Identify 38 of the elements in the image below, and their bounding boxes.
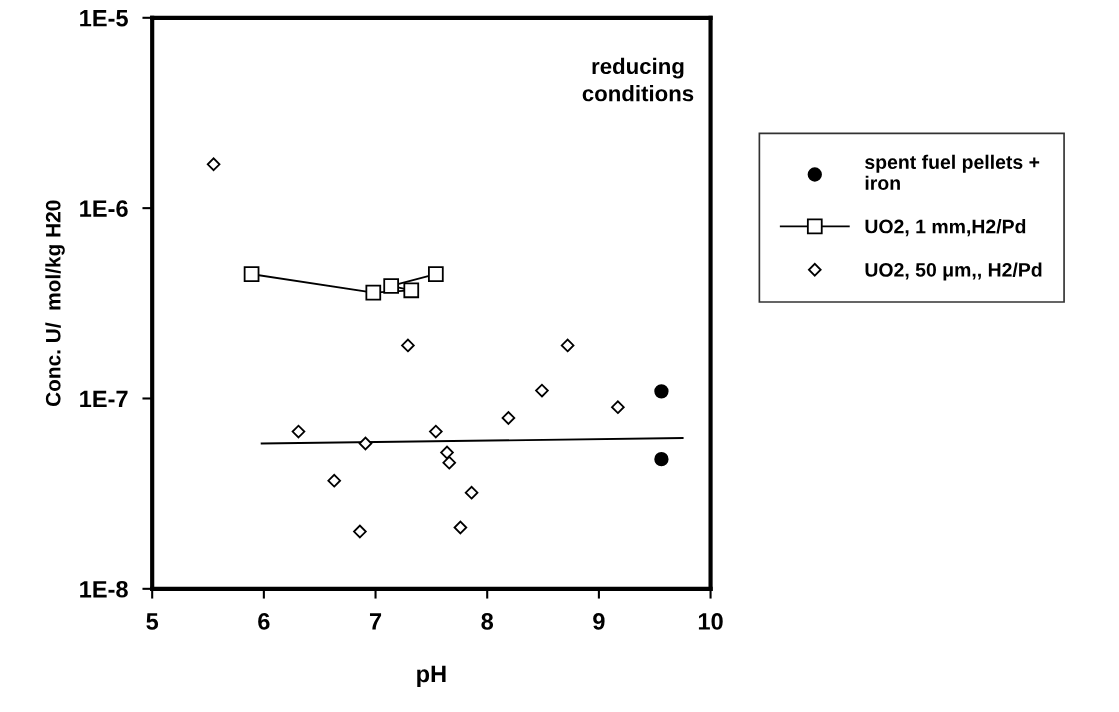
point	[206, 157, 221, 172]
point	[464, 485, 479, 500]
x-tick-label: 5	[146, 613, 159, 630]
point	[327, 473, 342, 488]
point	[535, 383, 549, 398]
y-tick-label: 1E-7	[80, 390, 128, 408]
point	[353, 524, 367, 539]
x-tick-label: 9	[593, 613, 605, 630]
x-tick-label: 6	[258, 613, 270, 630]
point	[383, 278, 400, 294]
point	[501, 411, 516, 425]
point	[358, 436, 373, 451]
point	[365, 284, 382, 301]
legend-label: UO2, 1 mm,H2/Pd	[865, 219, 1026, 237]
y-tick-label: 1E-6	[80, 200, 128, 217]
y-axis-title: Conc. U/ mol/kg H20	[45, 200, 65, 407]
point	[401, 338, 415, 353]
point	[453, 520, 468, 535]
point	[442, 455, 457, 470]
legend-label: spent fuel pellets + iron	[865, 154, 1040, 190]
point	[654, 452, 669, 467]
point	[243, 266, 260, 282]
point	[440, 445, 454, 460]
x-axis-title: pH	[417, 665, 446, 688]
point	[427, 266, 444, 282]
point	[611, 400, 625, 414]
x-tick-label: 10	[698, 613, 723, 630]
point	[429, 424, 443, 439]
annotation: reducing conditions	[582, 57, 694, 102]
point	[560, 338, 575, 353]
x-tick-label: 7	[369, 613, 382, 630]
point	[654, 384, 669, 399]
x-tick-label: 8	[481, 613, 494, 630]
y-tick-label: 1E-8	[80, 580, 128, 598]
legend-label: UO2, 50 μm,, H2/Pd	[865, 262, 1042, 281]
point	[291, 424, 306, 439]
y-tick-label: 1E-5	[80, 10, 128, 27]
point	[403, 282, 420, 299]
